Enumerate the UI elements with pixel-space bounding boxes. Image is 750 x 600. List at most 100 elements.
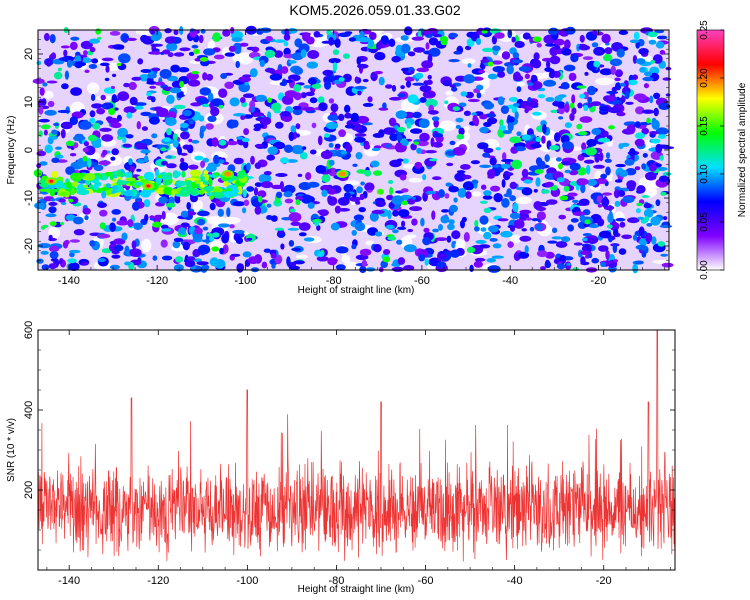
heatmap-cell [201, 103, 210, 108]
heatmap-cell [363, 144, 371, 150]
heatmap-cell [597, 218, 605, 227]
heatmap-cell [230, 253, 241, 257]
heatmap-cell [438, 224, 443, 231]
heatmap-cell [544, 154, 550, 163]
heatmap-cell [501, 198, 510, 208]
heatmap-x-axis: -140 -120 -100 -80 -60 -40 -20 [46, 30, 665, 287]
heatmap-cell [564, 39, 571, 50]
heatmap-cell [354, 133, 367, 137]
heatmap-cell [218, 139, 227, 146]
heatmap-cell [359, 248, 372, 256]
heatmap-cell [564, 103, 570, 113]
heatmap-cell [448, 32, 458, 38]
heatmap-cell [382, 102, 387, 110]
heatmap-cell [588, 224, 600, 228]
colorbar-tick-label: 0.10 [699, 164, 710, 184]
heatmap-cell [275, 121, 284, 129]
heatmap-cell [483, 207, 492, 214]
heatmap-cell [263, 248, 271, 253]
heatmap-cell [350, 112, 359, 123]
heatmap-cell [601, 33, 611, 44]
heatmap-cell [196, 218, 206, 226]
heatmap-cell [81, 261, 89, 266]
snr-y-tick-label: 600 [23, 321, 35, 339]
heatmap-cell [250, 106, 255, 113]
heatmap-cell [334, 38, 341, 48]
heatmap-cell [383, 249, 391, 255]
heatmap-cell [180, 131, 190, 140]
heatmap-cell [569, 113, 575, 121]
heatmap-cell [117, 169, 121, 177]
heatmap-y-tick-label: -10 [23, 190, 35, 206]
heatmap-cell [618, 248, 627, 255]
heatmap-cell [190, 102, 202, 107]
heatmap-cell [470, 160, 480, 165]
heatmap-cell [235, 60, 240, 69]
heatmap-cell [38, 179, 46, 187]
heatmap-cell [605, 250, 610, 260]
heatmap-cell [544, 261, 551, 269]
heatmap-cell [297, 173, 303, 177]
heatmap-cell [500, 163, 511, 169]
heatmap-cell [356, 115, 370, 124]
heatmap-cell [401, 67, 409, 72]
heatmap-cell [291, 145, 305, 155]
heatmap-cell [143, 155, 149, 163]
heatmap-cell [416, 147, 422, 154]
heatmap-cell [421, 60, 433, 69]
heatmap-cell [647, 31, 658, 38]
heatmap-cell [343, 183, 354, 193]
heatmap-cell [645, 232, 653, 243]
heatmap-cell [591, 128, 602, 135]
heatmap-cell [240, 115, 246, 120]
heatmap-cell [295, 199, 301, 206]
heatmap-cell [328, 98, 335, 104]
heatmap-cell [182, 109, 192, 117]
heatmap-cell [355, 254, 369, 261]
heatmap-cell [172, 133, 178, 141]
heatmap-cell [295, 254, 308, 259]
heatmap-cell [458, 127, 465, 136]
heatmap-cell [69, 252, 75, 258]
heatmap-cell [465, 45, 472, 51]
heatmap-cell [508, 116, 515, 123]
heatmap-cell [152, 221, 162, 228]
heatmap-cell [267, 97, 272, 103]
heatmap-cell [482, 152, 491, 158]
heatmap-cell [330, 222, 340, 231]
heatmap-cell [483, 121, 492, 127]
heatmap-cell [657, 241, 666, 247]
heatmap-cell [657, 134, 667, 139]
heatmap-cell [515, 196, 532, 205]
heatmap-cell [416, 140, 429, 147]
heatmap-cell [659, 155, 664, 161]
heatmap-cell [48, 245, 60, 252]
heatmap-cell [209, 202, 216, 211]
heatmap-cell [218, 88, 228, 98]
heatmap-cell [494, 32, 505, 39]
heatmap-cell [178, 67, 190, 73]
heatmap-cell [302, 106, 315, 112]
heatmap-cell [298, 222, 311, 231]
heatmap-cell [357, 36, 371, 43]
snr-y-tick-label: 200 [23, 481, 35, 499]
heatmap-cell [481, 29, 488, 34]
heatmap-cell [198, 34, 204, 44]
heatmap-cell [644, 186, 658, 198]
heatmap-cell [266, 203, 272, 208]
heatmap-cell [541, 135, 546, 144]
heatmap-cell [570, 218, 579, 223]
heatmap-cell [448, 59, 460, 63]
heatmap-cell [466, 246, 476, 253]
heatmap-cell [141, 238, 152, 253]
heatmap-cell [189, 188, 198, 195]
heatmap-cell [210, 106, 220, 117]
heatmap-cell [424, 258, 429, 266]
heatmap-cell [643, 203, 652, 209]
heatmap-cell [160, 147, 167, 152]
heatmap-cell [231, 188, 239, 194]
heatmap-cell [89, 240, 96, 247]
heatmap-cell [605, 152, 611, 159]
heatmap-cell [48, 234, 53, 242]
heatmap-cell [388, 202, 395, 209]
